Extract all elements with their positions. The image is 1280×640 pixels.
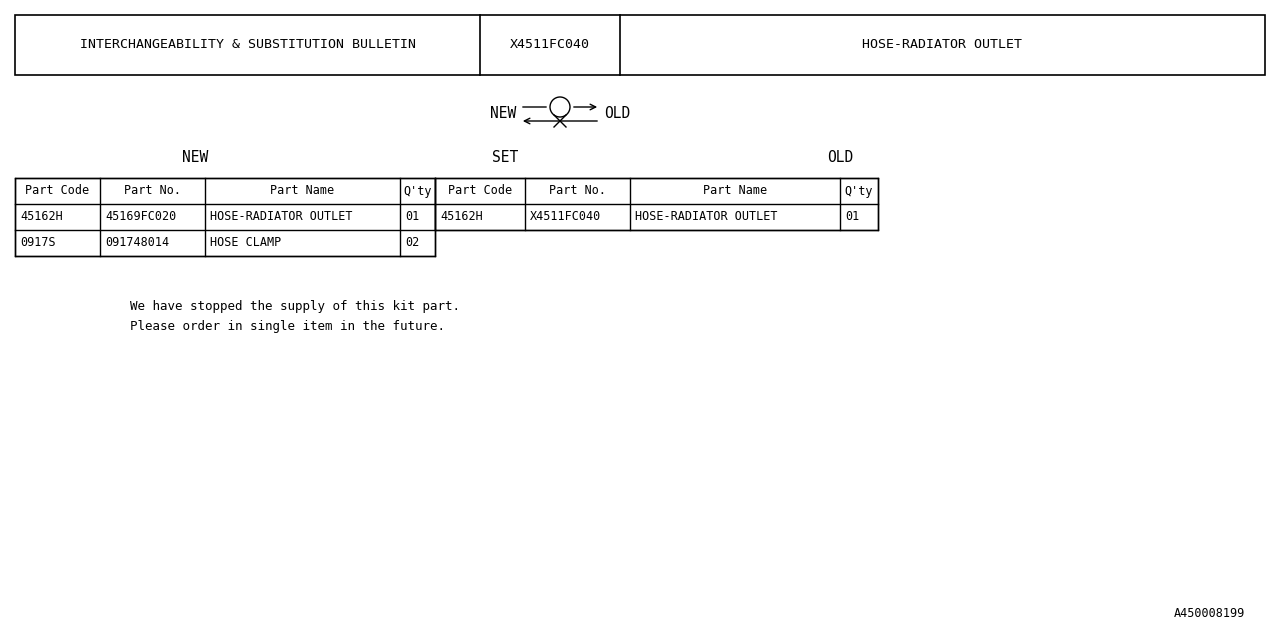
- Text: Q'ty: Q'ty: [403, 184, 431, 198]
- Text: 01: 01: [845, 211, 859, 223]
- Text: Part Code: Part Code: [26, 184, 90, 198]
- Text: 45162H: 45162H: [440, 211, 483, 223]
- Text: SET: SET: [492, 150, 518, 164]
- Text: HOSE-RADIATOR OUTLET: HOSE-RADIATOR OUTLET: [210, 211, 352, 223]
- Text: NEW: NEW: [490, 106, 516, 122]
- Text: HOSE CLAMP: HOSE CLAMP: [210, 237, 282, 250]
- Text: OLD: OLD: [827, 150, 854, 164]
- Text: 45162H: 45162H: [20, 211, 63, 223]
- Text: We have stopped the supply of this kit part.: We have stopped the supply of this kit p…: [131, 300, 460, 313]
- Text: INTERCHANGEABILITY & SUBSTITUTION BULLETIN: INTERCHANGEABILITY & SUBSTITUTION BULLET…: [79, 38, 416, 51]
- Text: X4511FC040: X4511FC040: [509, 38, 590, 51]
- Bar: [15, 15, 1265, 75]
- Text: Part Name: Part Name: [703, 184, 767, 198]
- Text: X4511FC040: X4511FC040: [530, 211, 602, 223]
- Text: 0917S: 0917S: [20, 237, 55, 250]
- Text: 091748014: 091748014: [105, 237, 169, 250]
- Text: NEW: NEW: [182, 150, 209, 164]
- Text: Part No.: Part No.: [124, 184, 180, 198]
- Text: OLD: OLD: [604, 106, 630, 122]
- Text: Part Name: Part Name: [270, 184, 334, 198]
- Bar: [435, 178, 878, 230]
- Text: Part Code: Part Code: [448, 184, 512, 198]
- Text: Part No.: Part No.: [549, 184, 605, 198]
- Text: A450008199: A450008199: [1174, 607, 1245, 620]
- Bar: [15, 178, 435, 256]
- Text: 45169FC020: 45169FC020: [105, 211, 177, 223]
- Text: Please order in single item in the future.: Please order in single item in the futur…: [131, 320, 445, 333]
- Text: 01: 01: [404, 211, 420, 223]
- Text: 02: 02: [404, 237, 420, 250]
- Text: HOSE-RADIATOR OUTLET: HOSE-RADIATOR OUTLET: [635, 211, 777, 223]
- Text: HOSE-RADIATOR OUTLET: HOSE-RADIATOR OUTLET: [863, 38, 1023, 51]
- Text: Q'ty: Q'ty: [845, 184, 873, 198]
